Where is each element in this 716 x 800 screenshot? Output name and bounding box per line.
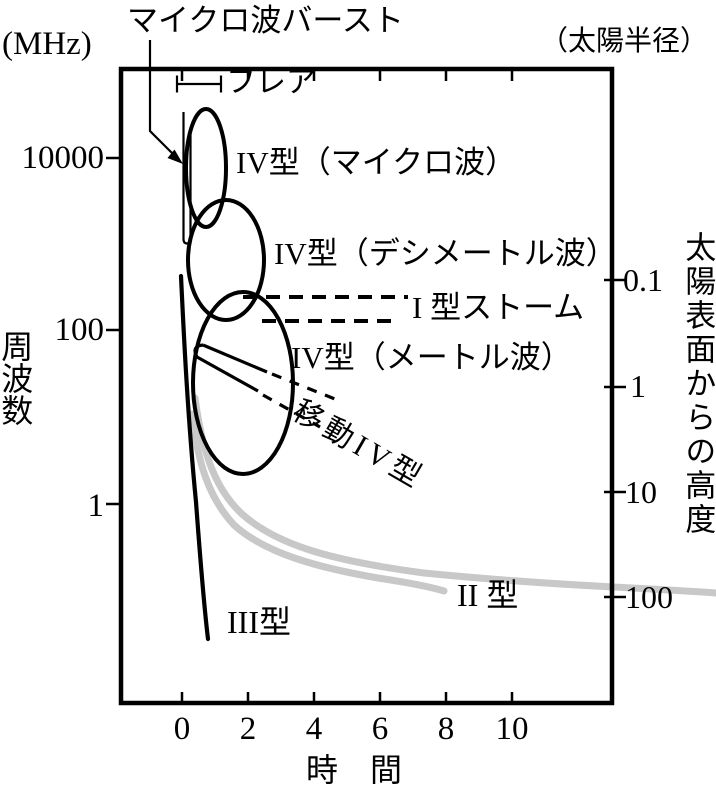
microwave-burst-arrowhead: [167, 149, 183, 164]
type4-decimeter-label: IV型（デシメートル波）: [274, 236, 617, 271]
moving-type4-capsule-top: [202, 343, 268, 374]
type4-microwave-label: IV型（マイクロ波）: [236, 145, 517, 180]
type2-curve-lower: [188, 410, 448, 595]
flare-label: フレア: [226, 66, 316, 99]
right-axis-unit: （太陽半径）: [540, 26, 709, 57]
x-tick-4: 4: [305, 711, 323, 747]
frequency-axis-label: 周波数: [0, 330, 34, 426]
x-tick-2: 2: [239, 711, 257, 747]
time-axis-label: 時 間: [306, 752, 403, 788]
type2-label: II 型: [457, 577, 519, 613]
x-tick-0: 0: [173, 711, 191, 747]
moving-type4-capsule-bottom: [196, 355, 259, 393]
type3-curve: [178, 273, 211, 642]
left-tick-1: 1: [87, 488, 105, 524]
right-tick-1: 1: [630, 368, 646, 404]
type3-label: III型: [227, 604, 291, 640]
height-axis-label: 太陽表面からの高度: [680, 231, 716, 537]
microwave-burst-label: マイクロ波バースト: [127, 3, 404, 38]
right-tick-10: 10: [625, 474, 657, 510]
right-tick-100: 100: [625, 579, 673, 615]
left-axis-unit: (MHz): [2, 26, 92, 62]
left-tick-100: 100: [54, 312, 105, 348]
type2-curve-upper: [191, 394, 716, 597]
moving-type4-capsule-cap: [193, 343, 204, 358]
x-tick-6: 6: [371, 711, 389, 747]
left-tick-10000: 10000: [21, 140, 105, 176]
x-tick-8: 8: [437, 711, 455, 747]
type4-meter-label: IV型（メートル波）: [291, 340, 572, 375]
type4-decimeter-oval: [186, 198, 266, 322]
microwave-burst-arrow-line: [148, 40, 176, 157]
type4-microwave-oval: [184, 107, 228, 229]
moving-type4-dash-top: [271, 372, 341, 403]
x-tick-10: 10: [495, 711, 529, 747]
type1-storm-label: I 型ストーム: [412, 290, 585, 325]
axis-ticks: [106, 71, 626, 701]
flare-bracket: [175, 75, 223, 93]
right-tick-0-1: 0.1: [623, 262, 663, 298]
